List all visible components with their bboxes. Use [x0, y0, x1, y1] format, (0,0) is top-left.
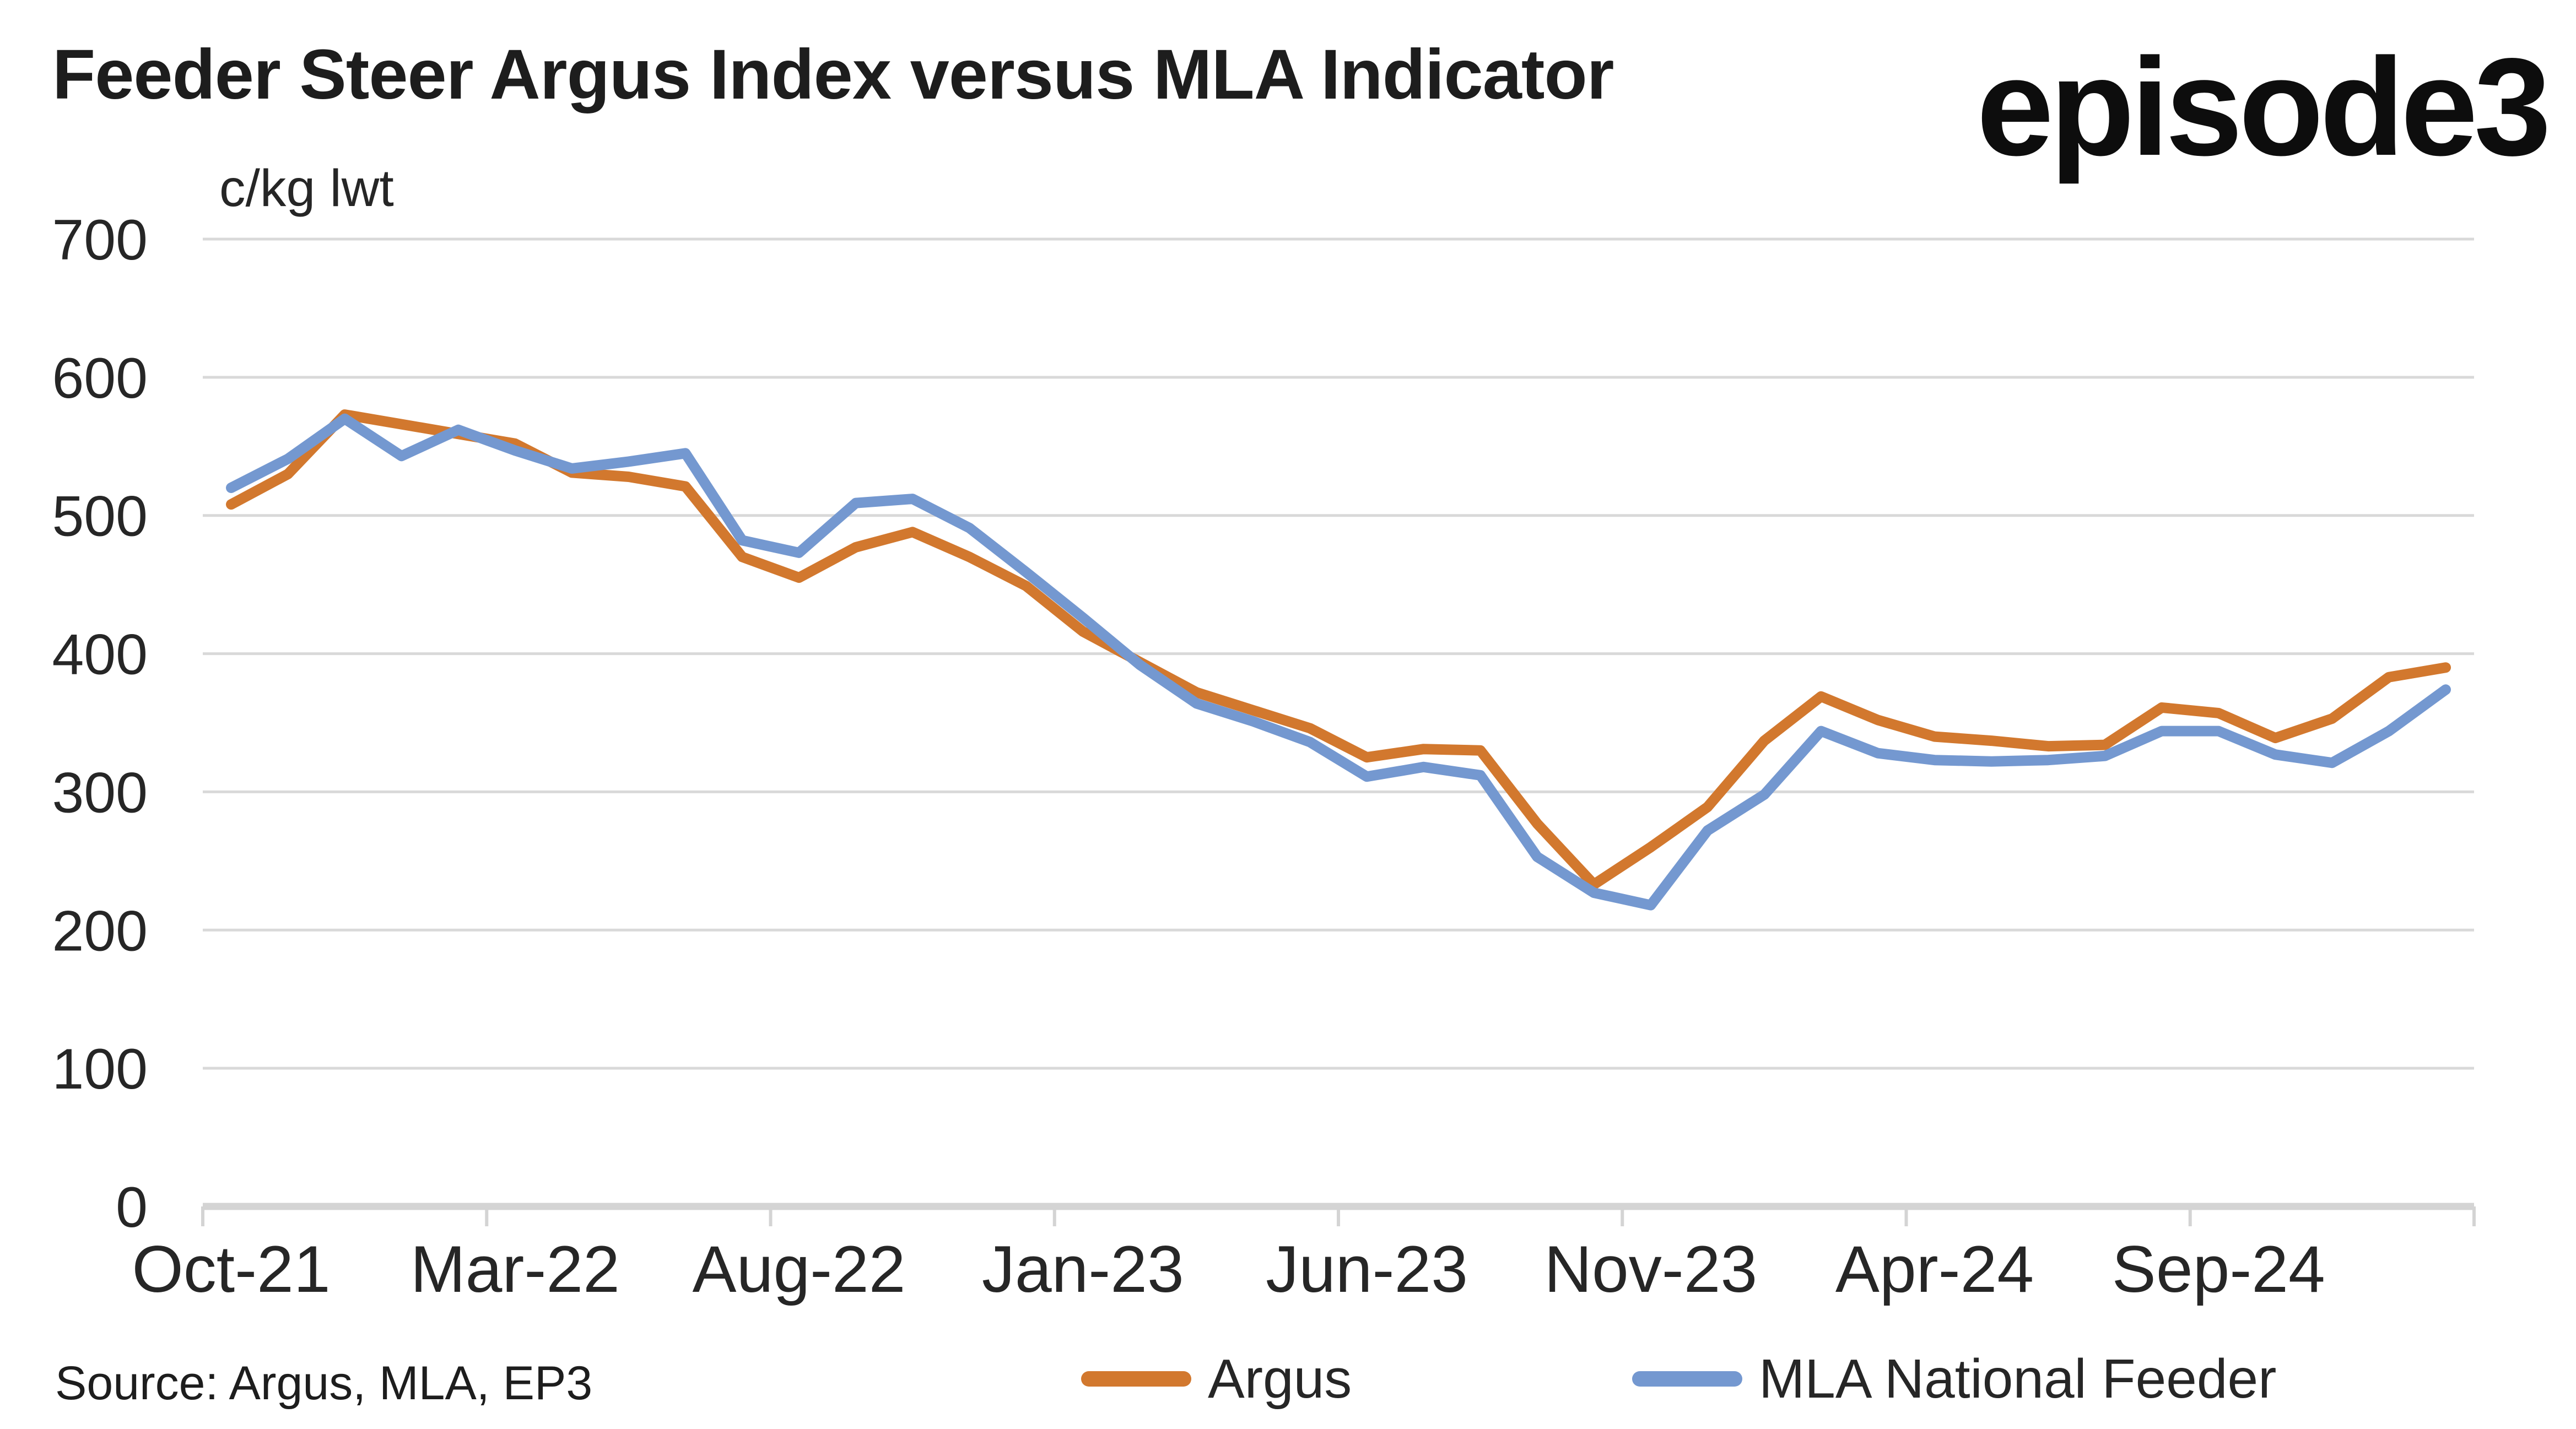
x-tick-label-Oct-21: Oct-21 — [132, 1232, 330, 1306]
x-tick-label-Aug-22: Aug-22 — [693, 1232, 906, 1306]
source-note: Source: Argus, MLA, EP3 — [55, 1357, 593, 1410]
legend-label: MLA National Feeder — [1759, 1347, 2277, 1410]
x-tick-label-Mar-22: Mar-22 — [411, 1232, 620, 1306]
x-tick-label-Apr-24: Apr-24 — [1835, 1232, 2034, 1306]
x-tick-label-Nov-23: Nov-23 — [1544, 1232, 1757, 1306]
x-tick-label-Sep-24: Sep-24 — [2112, 1232, 2325, 1306]
y-tick-label-100: 100 — [52, 1037, 148, 1101]
y-tick-label-500: 500 — [52, 485, 148, 549]
y-tick-label-200: 200 — [52, 899, 148, 963]
series-line-mla-national-feeder — [226, 413, 2451, 911]
mla-line-swatch — [1632, 1371, 1742, 1387]
page-title: Feeder Steer Argus Index versus MLA Indi… — [52, 35, 1614, 114]
x-tick-label-Jan-23: Jan-23 — [982, 1232, 1184, 1306]
y-tick-label-400: 400 — [52, 623, 148, 687]
episode3-logo: episode3 — [1976, 30, 2551, 185]
y-tick-label-600: 600 — [52, 347, 148, 410]
legend-label: Argus — [1208, 1347, 1352, 1410]
y-tick-label-0: 0 — [116, 1176, 148, 1239]
series-line-argus — [226, 409, 2451, 890]
argus-line-swatch — [1081, 1371, 1191, 1387]
y-axis-unit-label: c/kg lwt — [219, 159, 394, 218]
y-tick-label-300: 300 — [52, 761, 148, 825]
legend-item-argus: Argus — [1081, 1347, 1352, 1410]
legend-item-mla: MLA National Feeder — [1632, 1347, 2277, 1410]
y-tick-label-700: 700 — [52, 208, 148, 272]
x-tick-label-Jun-23: Jun-23 — [1266, 1232, 1468, 1306]
